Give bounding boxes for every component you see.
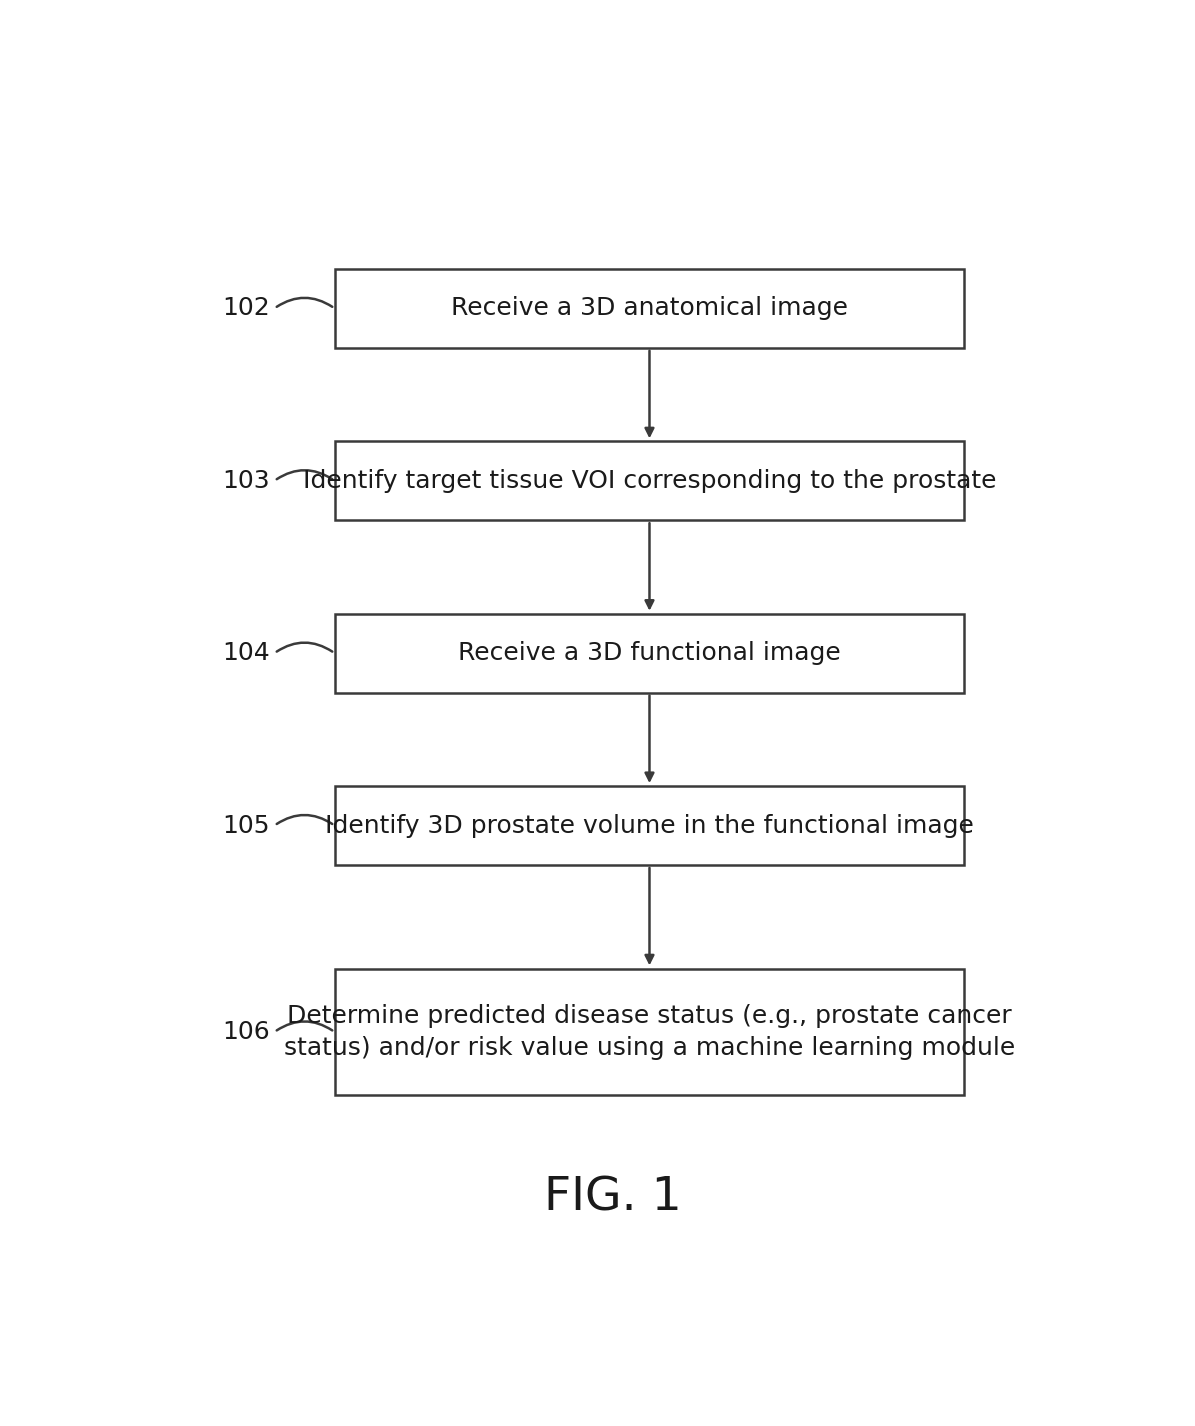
Text: 103: 103 (222, 469, 270, 493)
Bar (335, 613, 964, 693)
FancyArrowPatch shape (277, 298, 332, 307)
Text: Identify target tissue VOI corresponding to the prostate: Identify target tissue VOI corresponding… (302, 469, 997, 493)
Text: 102: 102 (222, 297, 270, 321)
Text: Identify 3D prostate volume in the functional image: Identify 3D prostate volume in the funct… (325, 814, 974, 837)
FancyArrowPatch shape (277, 816, 332, 824)
Bar (335, 441, 964, 520)
FancyArrowPatch shape (277, 643, 332, 652)
Bar (335, 270, 964, 348)
Text: Receive a 3D anatomical image: Receive a 3D anatomical image (451, 297, 848, 321)
Text: FIG. 1: FIG. 1 (544, 1175, 681, 1221)
Text: Receive a 3D functional image: Receive a 3D functional image (458, 642, 841, 665)
Text: 104: 104 (222, 642, 270, 665)
FancyArrowPatch shape (277, 1021, 332, 1031)
Text: 106: 106 (222, 1020, 270, 1044)
FancyArrowPatch shape (277, 471, 332, 479)
Text: Determine predicted disease status (e.g., prostate cancer
status) and/or risk va: Determine predicted disease status (e.g.… (284, 1004, 1015, 1060)
Bar (335, 786, 964, 866)
Bar (335, 968, 964, 1095)
Text: 105: 105 (222, 814, 270, 837)
